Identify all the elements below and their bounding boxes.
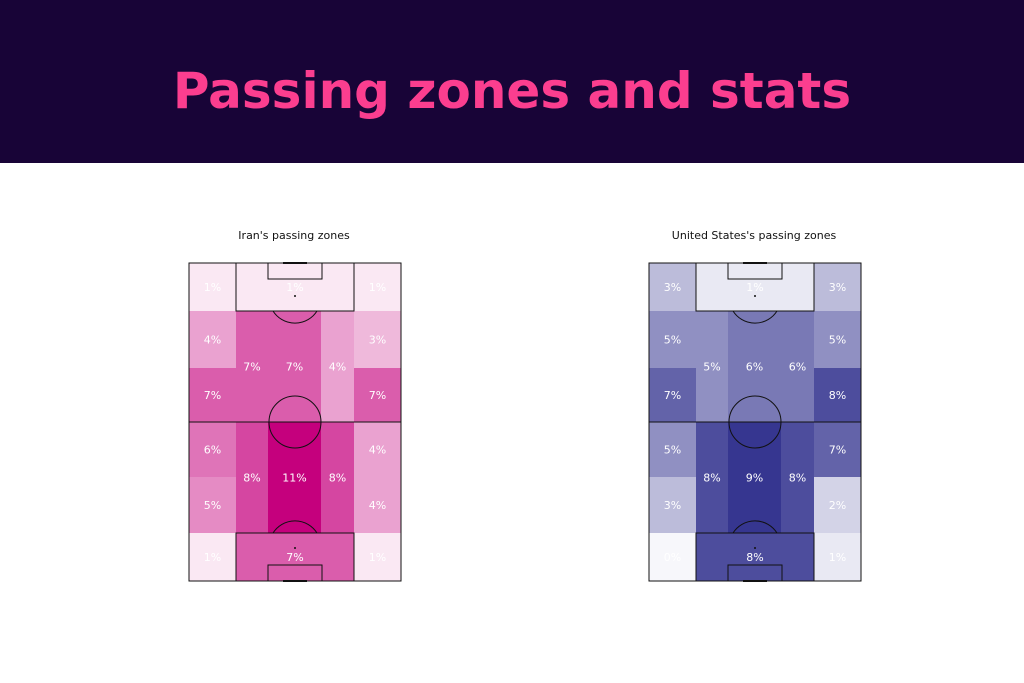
page-title: Passing zones and stats bbox=[172, 62, 852, 120]
top-penalty-spot bbox=[294, 295, 296, 297]
zone-label: 6% bbox=[789, 361, 806, 374]
zone-cell bbox=[189, 422, 236, 477]
top-goal bbox=[283, 262, 307, 264]
zone-cell bbox=[236, 263, 354, 311]
zone-cell bbox=[696, 263, 814, 311]
pitch-group: 1% 1% 1% 4% 7% 7% 4% 3% 7% 7% 6% 8% 11% 8% 4% 5% 4% 1% 7% 1… bbox=[188, 262, 402, 582]
zone-cell bbox=[236, 422, 268, 533]
zone-cell bbox=[814, 422, 861, 477]
zone-label: 6% bbox=[204, 444, 221, 457]
usa-chart-title: United States's passing zones bbox=[671, 229, 837, 242]
zone-cell bbox=[189, 263, 236, 311]
zone-label: 8% bbox=[829, 389, 846, 402]
zone-label: 6% bbox=[746, 361, 763, 374]
zone-cell bbox=[236, 311, 268, 422]
zone-label: 5% bbox=[204, 499, 221, 512]
zone-label: 4% bbox=[329, 361, 346, 374]
zone-label: 0% bbox=[664, 551, 681, 564]
zone-label: 7% bbox=[829, 444, 846, 457]
top-penalty-spot bbox=[754, 295, 756, 297]
iran-chart-title: Iran's passing zones bbox=[238, 229, 350, 242]
center-circle bbox=[268, 395, 322, 449]
zone-label: 3% bbox=[664, 281, 681, 294]
zone-label: 1% bbox=[746, 281, 763, 294]
zone-cell bbox=[189, 533, 236, 581]
zone-cell bbox=[189, 311, 236, 368]
zone-cell bbox=[321, 422, 354, 533]
zone-label: 11% bbox=[282, 472, 306, 485]
zone-label: 3% bbox=[829, 281, 846, 294]
zone-cell bbox=[354, 477, 401, 533]
zone-cell bbox=[189, 368, 236, 422]
zone-cell bbox=[649, 263, 696, 311]
zone-label: 8% bbox=[243, 472, 260, 485]
bottom-penalty-arc bbox=[272, 520, 318, 534]
zone-cell bbox=[649, 477, 696, 533]
zone-cell bbox=[781, 422, 814, 533]
bottom-penalty-arc bbox=[732, 520, 778, 534]
top-penalty-arc bbox=[732, 310, 778, 324]
center-circle bbox=[728, 395, 782, 449]
zone-label: 8% bbox=[703, 472, 720, 485]
zone-cell bbox=[189, 477, 236, 533]
zone-cell bbox=[696, 533, 814, 581]
zone-label: 2% bbox=[829, 499, 846, 512]
zone-label: 7% bbox=[243, 361, 260, 374]
zone-label: 9% bbox=[746, 472, 763, 485]
zone-cell bbox=[354, 368, 401, 422]
zone-cell bbox=[354, 311, 401, 368]
iran-passing-heatmap: 1% 1% 1% 4% 7% 7% 4% 3% 7% 7% 6% 8% 11% 8% 4% 5% 4% 1% 7% 1… bbox=[188, 262, 402, 582]
zone-label: 1% bbox=[369, 551, 386, 564]
zone-label: 7% bbox=[204, 389, 221, 402]
zone-label: 3% bbox=[664, 499, 681, 512]
zone-cell bbox=[354, 263, 401, 311]
zone-label: 5% bbox=[664, 444, 681, 457]
zone-cell bbox=[814, 311, 861, 368]
zone-cell bbox=[814, 477, 861, 533]
zone-label: 8% bbox=[329, 472, 346, 485]
zone-label: 8% bbox=[789, 472, 806, 485]
bottom-goal bbox=[283, 580, 307, 582]
zone-cell bbox=[781, 311, 814, 422]
zone-label: 7% bbox=[286, 551, 303, 564]
zone-label: 1% bbox=[369, 281, 386, 294]
zone-label: 8% bbox=[746, 551, 763, 564]
header-banner: Passing zones and stats bbox=[0, 0, 1024, 163]
zone-label: 5% bbox=[664, 334, 681, 347]
zone-label: 5% bbox=[703, 361, 720, 374]
zone-label: 7% bbox=[664, 389, 681, 402]
zone-label: 4% bbox=[369, 499, 386, 512]
zone-cell bbox=[696, 422, 728, 533]
zone-cell bbox=[649, 422, 696, 477]
zone-label: 1% bbox=[204, 551, 221, 564]
zone-cell bbox=[354, 422, 401, 477]
bottom-penalty-spot bbox=[754, 547, 756, 549]
pitch-group: 3% 1% 3% 5% 5% 6% 6% 5% 7% 8% 5% 8% 9% 8% 7% 3% 2% 0% 8% 1% bbox=[648, 262, 862, 582]
zone-label: 7% bbox=[369, 389, 386, 402]
zone-cell bbox=[236, 533, 354, 581]
zone-cell bbox=[354, 533, 401, 581]
bottom-goal bbox=[743, 580, 767, 582]
bottom-penalty-spot bbox=[294, 547, 296, 549]
zone-cell bbox=[649, 368, 696, 422]
zone-cell bbox=[814, 533, 861, 581]
top-penalty-arc bbox=[272, 310, 318, 324]
zone-label: 5% bbox=[829, 334, 846, 347]
zone-cell bbox=[321, 311, 354, 422]
zone-label: 4% bbox=[369, 444, 386, 457]
zone-label: 4% bbox=[204, 334, 221, 347]
top-goal bbox=[743, 262, 767, 264]
zone-cell bbox=[649, 311, 696, 368]
zone-cell bbox=[814, 368, 861, 422]
zone-cell bbox=[814, 263, 861, 311]
zone-label: 3% bbox=[369, 334, 386, 347]
usa-passing-heatmap: 3% 1% 3% 5% 5% 6% 6% 5% 7% 8% 5% 8% 9% 8% 7% 3% 2% 0% 8% 1% bbox=[648, 262, 862, 582]
zone-label: 7% bbox=[286, 361, 303, 374]
zone-label: 1% bbox=[204, 281, 221, 294]
zone-label: 1% bbox=[829, 551, 846, 564]
zone-label: 1% bbox=[286, 281, 303, 294]
zone-cell bbox=[696, 311, 728, 422]
